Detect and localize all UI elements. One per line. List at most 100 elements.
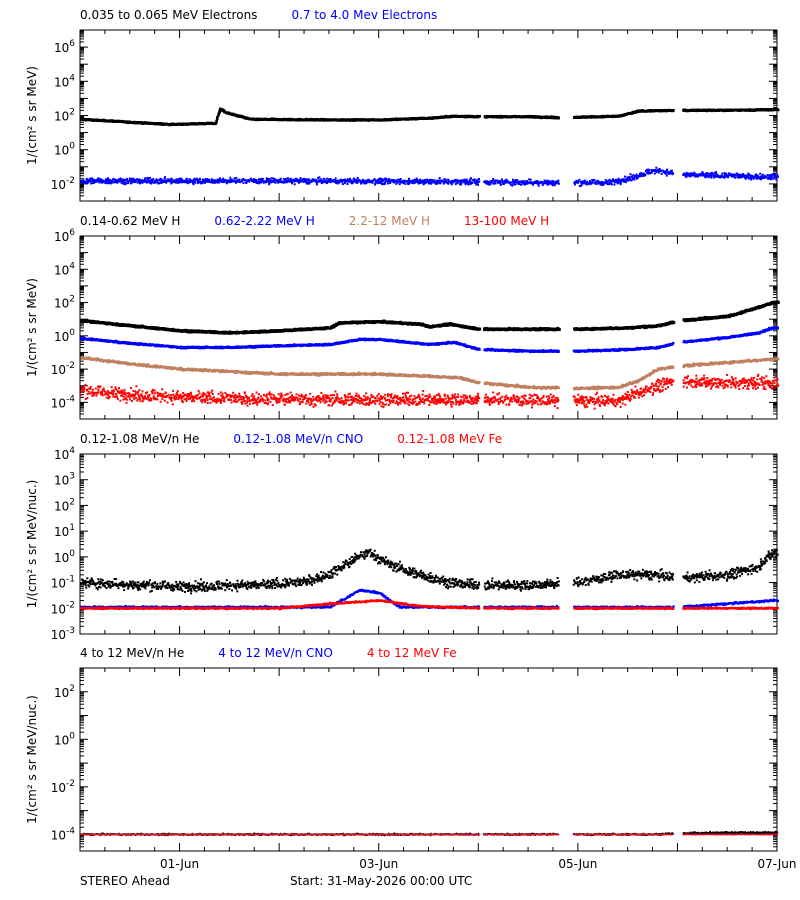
data-point (133, 179, 136, 182)
data-point (122, 182, 125, 185)
data-point (619, 181, 622, 184)
data-point (173, 180, 176, 183)
data-point (237, 180, 240, 183)
data-point (439, 182, 442, 185)
data-point (105, 182, 108, 185)
data-point (164, 176, 167, 179)
data-point (371, 181, 374, 184)
data-point (139, 182, 142, 185)
data-point (165, 180, 168, 183)
data-point (210, 181, 213, 184)
data-point (223, 180, 226, 183)
data-point (171, 178, 174, 181)
data-point (768, 177, 771, 180)
data-point (233, 177, 236, 180)
data-point (173, 179, 176, 182)
data-point (136, 178, 139, 181)
data-point (291, 182, 294, 185)
data-point (363, 182, 366, 185)
data-point (110, 180, 113, 183)
data-point (89, 180, 92, 183)
data-point (106, 177, 109, 180)
data-point (397, 180, 400, 183)
data-point (706, 172, 709, 175)
data-point (367, 178, 370, 181)
data-point (305, 179, 308, 182)
data-point (154, 181, 157, 184)
data-point (89, 177, 92, 180)
data-point (266, 180, 269, 183)
data-point (633, 177, 636, 180)
data-point (260, 181, 263, 184)
data-point (308, 179, 311, 182)
data-point (248, 117, 252, 121)
legend-entry: 0.62-2.22 MeV H (214, 214, 314, 228)
data-point (195, 177, 198, 180)
data-point (197, 181, 200, 184)
data-point (477, 177, 480, 180)
data-point (149, 180, 152, 183)
data-point (336, 179, 339, 182)
legend-entry: 13-100 MeV H (464, 214, 549, 228)
data-point (218, 178, 221, 181)
data-point (266, 178, 269, 181)
data-point (162, 180, 165, 183)
data-point (465, 178, 468, 181)
data-point (747, 177, 750, 180)
data-point (194, 181, 197, 184)
data-point (221, 178, 224, 181)
data-point (360, 182, 363, 185)
data-point (334, 181, 337, 184)
data-point (201, 178, 204, 181)
data-point (387, 182, 390, 185)
data-point (118, 178, 121, 181)
data-point (245, 181, 248, 184)
data-point (442, 182, 445, 185)
data-point (453, 180, 456, 183)
data-point (170, 182, 173, 185)
data-point (217, 180, 220, 183)
data-point (192, 181, 195, 184)
data-point (389, 182, 392, 185)
data-point (268, 178, 271, 181)
data-point (610, 183, 613, 186)
data-point (166, 178, 169, 181)
data-point (119, 179, 122, 182)
data-point (332, 179, 335, 182)
data-point (317, 177, 320, 180)
data-point (253, 178, 256, 181)
data-point (228, 179, 231, 182)
data-point (134, 180, 137, 183)
data-point (114, 178, 117, 181)
data-point (470, 177, 473, 180)
data-point (374, 118, 377, 122)
data-point (132, 177, 135, 180)
data-point (243, 178, 246, 181)
data-point (399, 178, 402, 181)
data-point (208, 180, 211, 183)
data-point (478, 114, 481, 118)
data-point (234, 179, 237, 182)
data-point (286, 177, 289, 180)
data-point (271, 177, 274, 180)
data-point (260, 177, 263, 180)
data-point (553, 184, 556, 187)
data-point (225, 182, 228, 185)
data-point (304, 179, 307, 182)
data-point (315, 183, 318, 186)
data-point (327, 180, 330, 183)
data-point (467, 183, 470, 186)
y-axis-label: 1/(cm² s sr MeV) (25, 278, 39, 377)
data-point (268, 183, 271, 186)
data-point (336, 182, 339, 185)
y-tick-label: 10-4 (51, 394, 76, 410)
data-point (315, 181, 318, 184)
data-point (84, 180, 87, 183)
data-point (293, 180, 296, 183)
data-point (195, 178, 198, 181)
legend-entry: 0.7 to 4.0 Mev Electrons (291, 8, 437, 22)
data-point (150, 181, 153, 184)
data-point (307, 181, 310, 184)
data-point (89, 179, 92, 182)
data-point (557, 182, 560, 185)
